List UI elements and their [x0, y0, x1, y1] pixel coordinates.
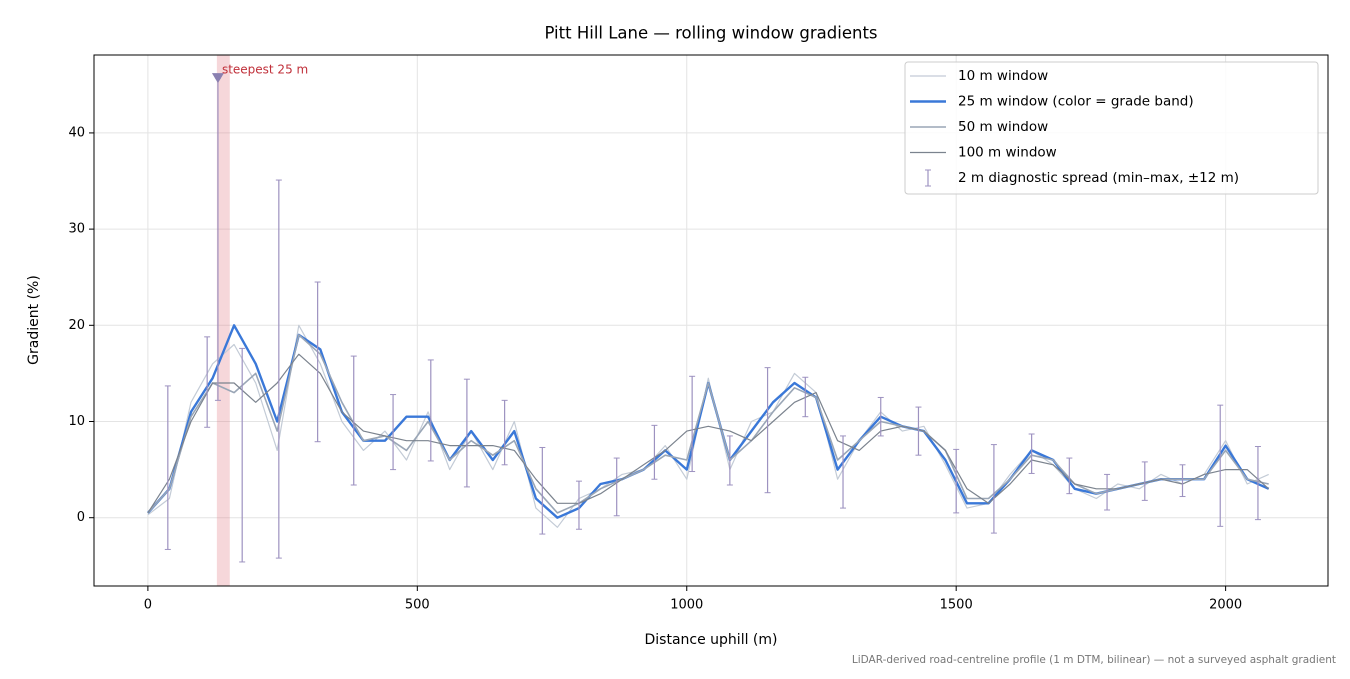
error-bar — [390, 394, 397, 471]
error-bar — [1217, 404, 1224, 527]
error-bar — [275, 179, 282, 559]
steepest-marker — [211, 73, 224, 84]
legend-label: 10 m window — [958, 68, 1048, 84]
legend-label: 100 m window — [958, 145, 1057, 161]
error-bar — [802, 376, 809, 418]
error-bar — [463, 378, 470, 488]
error-bar — [613, 457, 620, 517]
y-tick-label: 0 — [77, 510, 85, 525]
error-bar — [1028, 433, 1035, 474]
x-tick-label: 1000 — [670, 598, 703, 613]
series-line — [147, 353, 1270, 514]
error-bar — [651, 424, 658, 480]
y-tick-label: 20 — [68, 318, 85, 333]
legend-label: 2 m diagnostic spread (min–max, ±12 m) — [958, 170, 1239, 186]
y-axis-label: Gradient (%) — [26, 275, 42, 365]
error-bar — [915, 406, 922, 456]
error-bar — [877, 396, 884, 437]
highlight-band — [216, 55, 230, 586]
x-tick-label: 2000 — [1209, 598, 1242, 613]
plot-frame — [93, 54, 1329, 587]
chart-title: Pitt Hill Lane — rolling window gradient… — [544, 24, 877, 43]
error-bar — [575, 480, 582, 530]
x-axis-label: Distance uphill (m) — [645, 632, 778, 648]
error-bar — [1254, 446, 1261, 521]
error-bar — [990, 444, 997, 534]
error-bar — [689, 375, 696, 473]
error-bar — [204, 336, 211, 428]
annotation: steepest 25 m — [222, 63, 308, 77]
error-bar — [427, 359, 434, 462]
error-bar — [539, 446, 546, 535]
legend-label: 50 m window — [958, 119, 1048, 135]
error-bar — [239, 347, 246, 563]
error-bar — [314, 281, 321, 443]
legend: 10 m window 25 m window (color = grade ba… — [904, 61, 1319, 195]
y-tick-label: 10 — [68, 414, 85, 429]
error-bar — [350, 355, 357, 486]
legend-label: 25 m window (color = grade band) — [958, 94, 1194, 110]
y-tick-label: 40 — [68, 125, 85, 140]
legend-box — [904, 61, 1319, 195]
error-bar — [764, 367, 771, 494]
series-line — [147, 324, 1269, 528]
x-tick-label: 1500 — [940, 598, 973, 613]
x-tick-label: 0 — [144, 598, 152, 613]
error-bar — [501, 399, 508, 466]
error-bar — [726, 435, 733, 486]
footnote: LiDAR-derived road-centreline profile (1… — [852, 654, 1336, 666]
y-tick-label: 30 — [68, 222, 85, 237]
plot-area: 0 10 20 30 40 0 500 1000 1500 2000 steepest 25 m 10… — [68, 54, 1329, 613]
error-bar — [164, 385, 171, 550]
error-bar — [840, 435, 847, 509]
error-bar — [953, 448, 960, 514]
error-bar — [1066, 457, 1073, 495]
error-bar — [1141, 461, 1148, 501]
series-line — [147, 334, 1269, 514]
error-bar — [1179, 464, 1186, 498]
error-bar — [1104, 473, 1111, 511]
x-tick-label: 500 — [405, 598, 430, 613]
